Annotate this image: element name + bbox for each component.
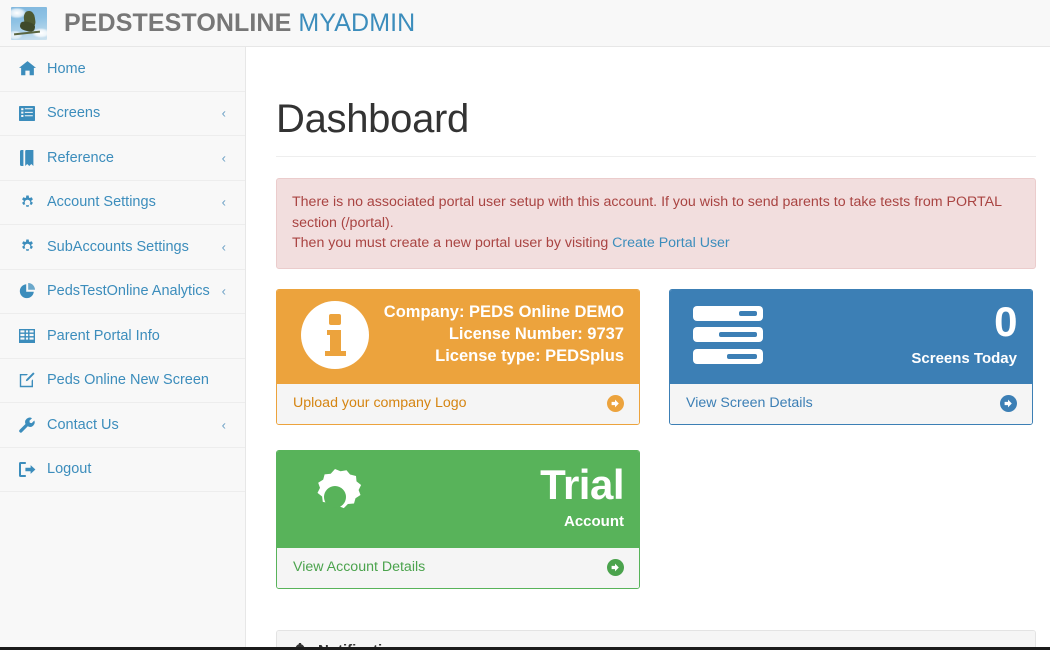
account-type-label: Account: [564, 512, 624, 530]
sidebar-item-label: PedsTestOnline Analytics: [47, 283, 210, 300]
sidebar-nav: Home Screens ‹ Reference ‹ Account Setti…: [0, 47, 246, 650]
sidebar-item-label: Contact Us: [47, 416, 119, 433]
company-info-panel: Company: PEDS Online DEMO License Number…: [276, 288, 640, 425]
gear-icon: [16, 239, 38, 255]
alert-line-1: There is no associated portal user setup…: [292, 194, 1002, 231]
main-content-area: Dashboard There is no associated portal …: [247, 47, 1050, 650]
sidebar-item-label: Peds Online New Screen: [47, 372, 209, 389]
tasks-list-icon: [685, 306, 771, 365]
sidebar-item-parent-portal-info[interactable]: Parent Portal Info: [0, 314, 245, 359]
sidebar-item-analytics[interactable]: PedsTestOnline Analytics ‹: [0, 270, 245, 314]
edit-square-icon: [16, 372, 38, 388]
account-type-panel: Trial Account View Account Details: [276, 449, 640, 589]
license-number-line: License Number: 9737: [448, 325, 624, 344]
arrow-circle-right-icon: [607, 558, 624, 576]
company-info-panel-body: Company: PEDS Online DEMO License Number…: [277, 289, 639, 383]
brand-title: PEDSTESTONLINE MYADMIN: [64, 8, 416, 37]
screens-today-panel-body: 0 Screens Today: [670, 289, 1032, 383]
sidebar-empty-space: [0, 492, 245, 650]
sidebar-item-label: SubAccounts Settings: [47, 238, 189, 255]
book-icon: [16, 149, 38, 166]
panel-row-bottom: Trial Account View Account Details: [276, 449, 1036, 589]
account-type-value: Trial: [540, 460, 624, 508]
brand-logo-link[interactable]: PEDSTESTONLINE MYADMIN: [0, 6, 416, 40]
screens-today-stats: 0 Screens Today: [771, 301, 1017, 369]
sidebar-item-label: Account Settings: [47, 194, 156, 211]
brand-primary-text: PEDSTESTONLINE: [64, 8, 292, 37]
sign-out-icon: [16, 461, 38, 477]
panel-row-top: Company: PEDS Online DEMO License Number…: [276, 288, 1036, 425]
gear-icon: [16, 194, 38, 210]
chevron-left-icon: ‹: [221, 417, 226, 433]
chevron-left-icon: ‹: [221, 283, 226, 299]
view-screen-details-link[interactable]: View Screen Details: [670, 382, 1032, 424]
sidebar-item-subaccounts-settings[interactable]: SubAccounts Settings ‹: [0, 225, 245, 270]
sidebar-item-label: Parent Portal Info: [47, 327, 160, 344]
sidebar-item-logout[interactable]: Logout: [0, 448, 245, 492]
company-name-line: Company: PEDS Online DEMO: [383, 303, 624, 322]
pie-chart-icon: [16, 283, 38, 299]
sidebar-item-reference[interactable]: Reference ‹: [0, 136, 245, 181]
company-info-stats: Company: PEDS Online DEMO License Number…: [378, 302, 624, 368]
page-bottom-edge: [0, 647, 1050, 650]
screens-today-panel: 0 Screens Today View Screen Details: [669, 288, 1033, 425]
chevron-left-icon: ‹: [221, 150, 226, 166]
child-swing-photo-logo: [11, 6, 47, 40]
info-circle-icon: [292, 301, 378, 370]
sidebar-item-label: Home: [47, 60, 86, 77]
chevron-left-icon: ‹: [221, 105, 226, 121]
top-header-bar: PEDSTESTONLINE MYADMIN: [0, 0, 1050, 47]
gear-icon: [292, 462, 378, 534]
notifications-panel: Notifications: [276, 629, 1036, 650]
arrow-circle-right-icon: [607, 394, 624, 412]
arrow-circle-right-icon: [1000, 394, 1017, 412]
sidebar-item-label: Reference: [47, 149, 114, 166]
page-title: Dashboard: [276, 97, 469, 141]
sidebar-item-screens[interactable]: Screens ‹: [0, 92, 245, 136]
sidebar-item-label: Logout: [47, 461, 92, 478]
sidebar-item-label: Screens: [47, 105, 101, 122]
wrench-icon: [16, 417, 38, 433]
panel-footer-label: View Screen Details: [686, 395, 813, 412]
title-divider: [276, 156, 1036, 157]
sidebar-item-home[interactable]: Home: [0, 47, 245, 92]
account-type-stats: Trial Account: [378, 460, 624, 532]
account-type-panel-body: Trial Account: [277, 450, 639, 547]
panel-footer-label: Upload your company Logo: [293, 395, 467, 412]
upload-company-logo-link[interactable]: Upload your company Logo: [277, 382, 639, 424]
alert-line-2-prefix: Then you must create a new portal user b…: [292, 235, 613, 252]
home-icon: [16, 61, 38, 77]
panel-footer-label: View Account Details: [293, 559, 426, 576]
notifications-title: Notifications: [318, 642, 409, 650]
screens-today-count: 0: [994, 298, 1017, 346]
create-portal-user-link[interactable]: Create Portal User: [612, 235, 730, 252]
chevron-left-icon: ‹: [221, 194, 226, 210]
table-grid-icon: [16, 328, 38, 344]
view-account-details-link[interactable]: View Account Details: [277, 546, 639, 588]
brand-secondary-text: MYADMIN: [298, 8, 416, 37]
sidebar-item-contact-us[interactable]: Contact Us ‹: [0, 403, 245, 448]
sidebar-item-account-settings[interactable]: Account Settings ‹: [0, 181, 245, 225]
screens-today-label: Screens Today: [911, 350, 1017, 368]
list-alt-icon: [16, 105, 38, 121]
license-type-line: License type: PEDSplus: [435, 347, 624, 366]
sidebar-item-new-screen[interactable]: Peds Online New Screen: [0, 359, 245, 403]
chevron-left-icon: ‹: [221, 239, 226, 255]
portal-user-alert: There is no associated portal user setup…: [276, 178, 1036, 269]
